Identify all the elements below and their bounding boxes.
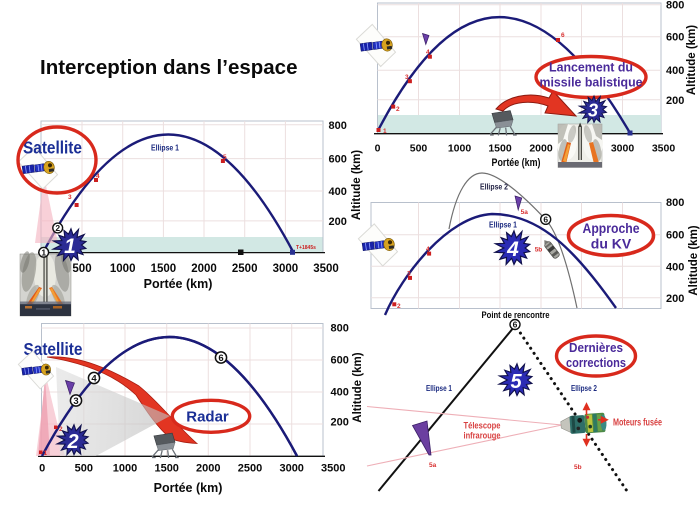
svg-text:Interception dans l’espace: Interception dans l’espace <box>40 56 297 79</box>
svg-text:400: 400 <box>666 261 684 273</box>
svg-text:800: 800 <box>331 323 349 335</box>
svg-text:3: 3 <box>68 194 72 201</box>
svg-text:200: 200 <box>666 293 684 305</box>
svg-text:2: 2 <box>55 223 60 233</box>
svg-text:Portée (km): Portée (km) <box>144 277 213 291</box>
svg-text:600: 600 <box>331 355 349 367</box>
svg-text:3000: 3000 <box>279 463 303 475</box>
svg-text:2000: 2000 <box>191 263 217 275</box>
svg-text:5a: 5a <box>429 462 437 469</box>
svg-text:Ellipse 1: Ellipse 1 <box>426 383 452 393</box>
svg-text:4: 4 <box>506 238 519 261</box>
svg-text:5a: 5a <box>521 209 529 216</box>
svg-text:800: 800 <box>666 197 684 209</box>
svg-text:3: 3 <box>588 101 598 121</box>
svg-text:6: 6 <box>218 353 223 364</box>
svg-text:800: 800 <box>666 0 684 12</box>
svg-text:Moteurs fusée: Moteurs fusée <box>613 418 662 429</box>
svg-text:2000: 2000 <box>196 463 220 475</box>
svg-text:3: 3 <box>405 74 409 81</box>
svg-text:600: 600 <box>666 32 684 44</box>
svg-text:3000: 3000 <box>273 263 299 275</box>
svg-text:500: 500 <box>410 143 428 155</box>
svg-text:Dernières: Dernières <box>569 340 623 355</box>
svg-text:6: 6 <box>543 215 548 225</box>
svg-text:Altitude (km): Altitude (km) <box>686 25 698 95</box>
svg-text:Altitude (km): Altitude (km) <box>352 352 364 422</box>
svg-text:2500: 2500 <box>232 263 258 275</box>
svg-text:0: 0 <box>39 463 45 475</box>
svg-text:Altitude (km): Altitude (km) <box>351 150 363 220</box>
svg-text:Ellipse 1: Ellipse 1 <box>151 143 179 153</box>
svg-text:Télescope: Télescope <box>464 421 501 432</box>
svg-text:5b: 5b <box>574 464 582 471</box>
svg-text:600: 600 <box>666 230 684 242</box>
svg-text:200: 200 <box>331 416 349 428</box>
svg-text:Altitude (km): Altitude (km) <box>688 225 700 295</box>
svg-text:Radar: Radar <box>186 409 229 426</box>
svg-text:1: 1 <box>383 128 387 135</box>
svg-text:Ellipse 2: Ellipse 2 <box>480 182 508 192</box>
svg-text:200: 200 <box>329 216 347 228</box>
svg-text:3500: 3500 <box>313 263 339 275</box>
svg-text:3500: 3500 <box>321 463 345 475</box>
svg-text:1000: 1000 <box>448 143 472 155</box>
svg-text:corrections: corrections <box>566 355 626 370</box>
svg-text:6: 6 <box>561 32 565 39</box>
svg-text:2500: 2500 <box>238 463 262 475</box>
svg-text:1: 1 <box>64 235 76 258</box>
svg-text:400: 400 <box>331 387 349 399</box>
svg-text:3500: 3500 <box>652 143 676 155</box>
svg-text:2: 2 <box>59 426 63 433</box>
svg-text:T+1845s: T+1845s <box>296 245 316 251</box>
svg-text:200: 200 <box>666 95 684 107</box>
svg-text:400: 400 <box>666 65 684 77</box>
svg-text:Satellite: Satellite <box>24 339 83 359</box>
svg-text:Ellipse 1: Ellipse 1 <box>489 220 517 230</box>
svg-text:infrarouge: infrarouge <box>464 431 501 442</box>
svg-text:2: 2 <box>397 303 401 310</box>
svg-text:1500: 1500 <box>151 263 177 275</box>
svg-text:3: 3 <box>407 271 411 278</box>
svg-text:1500: 1500 <box>488 143 512 155</box>
svg-text:5b: 5b <box>535 247 543 254</box>
svg-text:400: 400 <box>329 186 347 198</box>
svg-text:3: 3 <box>73 396 78 407</box>
svg-text:2: 2 <box>396 106 400 113</box>
svg-text:2: 2 <box>66 431 78 453</box>
svg-text:Point de rencontre: Point de rencontre <box>482 310 550 321</box>
svg-text:Portée (km): Portée (km) <box>154 481 223 495</box>
svg-text:6: 6 <box>513 320 518 330</box>
svg-text:Satellite: Satellite <box>23 138 82 158</box>
svg-text:500: 500 <box>75 463 93 475</box>
svg-text:4: 4 <box>426 49 430 56</box>
svg-text:3000: 3000 <box>611 143 635 155</box>
svg-text:800: 800 <box>329 120 347 132</box>
svg-text:4: 4 <box>91 374 97 385</box>
svg-text:missile balistique: missile balistique <box>540 76 643 90</box>
svg-text:Approche: Approche <box>583 220 640 236</box>
svg-text:1000: 1000 <box>113 463 137 475</box>
svg-text:600: 600 <box>329 154 347 166</box>
svg-text:4: 4 <box>96 173 100 180</box>
svg-text:0: 0 <box>375 143 381 155</box>
svg-text:du KV: du KV <box>591 236 632 252</box>
svg-text:Lancement du: Lancement du <box>549 61 633 75</box>
svg-text:1: 1 <box>44 450 48 457</box>
svg-text:1000: 1000 <box>110 263 136 275</box>
svg-text:5: 5 <box>510 371 522 393</box>
svg-text:500: 500 <box>72 263 91 275</box>
svg-text:Ellipse 2: Ellipse 2 <box>571 383 597 393</box>
svg-text:1500: 1500 <box>154 463 178 475</box>
svg-text:Portée (km): Portée (km) <box>492 157 541 169</box>
svg-text:2000: 2000 <box>529 143 553 155</box>
svg-text:4: 4 <box>426 246 430 253</box>
svg-text:1: 1 <box>41 248 46 258</box>
svg-text:5: 5 <box>223 154 227 161</box>
